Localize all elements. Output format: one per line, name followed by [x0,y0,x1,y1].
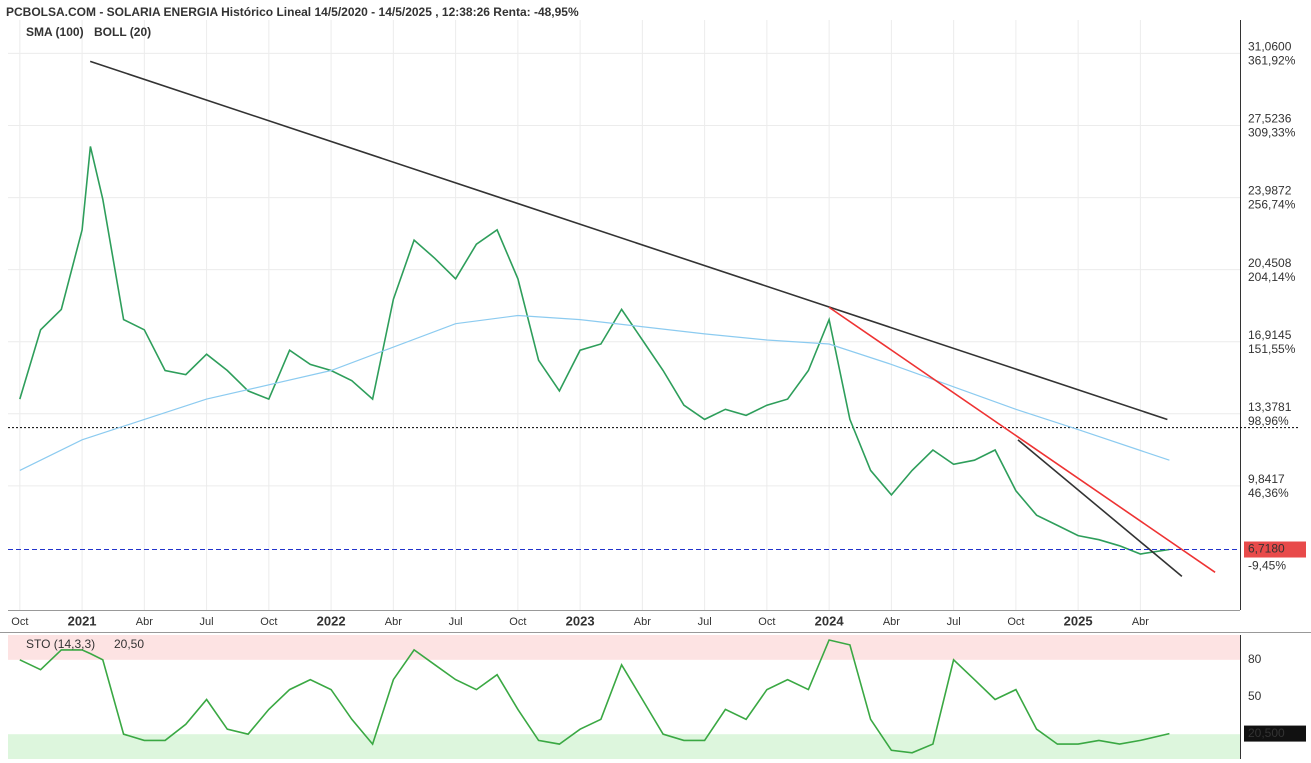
series-line [19,146,1170,555]
x-tick-label: 2024 [815,613,845,628]
chart-title: PCBOLSA.COM - SOLARIA ENERGIA Histórico … [6,5,579,19]
y-tick-label: 80 [1248,652,1262,666]
y-tick-percent: 46,36% [1248,486,1289,500]
x-axis [8,610,1240,611]
y-tick-percent: 98,96% [1248,414,1289,428]
indicator-value: 20,50 [114,637,144,651]
series-line [19,639,1170,754]
band [8,734,1240,759]
panel-divider [0,632,1311,633]
x-tick-label: 2022 [317,613,346,628]
x-tick-label: Oct [1007,616,1024,628]
trendline [1017,439,1183,577]
x-tick-label: 2021 [68,613,97,628]
y-tick-label: 20,4508 [1248,256,1292,270]
y-tick-percent: 361,92% [1248,54,1296,68]
x-tick-label: Abr [136,616,153,628]
x-tick-label: Oct [758,616,775,628]
x-tick-label: 2025 [1064,613,1093,628]
trendline [89,60,1168,421]
series-line [19,314,1170,471]
x-tick-label: Abr [634,616,651,628]
y-tick-label: 27,5236 [1248,112,1292,126]
x-tick-label: Jul [947,616,961,628]
x-tick-label: Abr [1132,616,1149,628]
y-tick-percent: 204,14% [1248,270,1296,284]
legend-entry: SMA (100) [26,25,84,39]
x-tick-label: Jul [449,616,463,628]
x-tick-label: Oct [260,616,277,628]
last-value-box [1244,541,1306,558]
last-change-label: -9,45% [1248,559,1286,573]
last-value-box [1244,725,1306,742]
y-tick-label: 9,8417 [1248,472,1285,486]
band [8,635,1240,660]
x-tick-label: Jul [200,616,214,628]
y-tick-label: 50 [1248,689,1262,703]
y-tick-percent: 309,33% [1248,126,1296,140]
y-tick-label: 13,3781 [1248,400,1292,414]
sto-axis [1240,635,1241,759]
y-tick-percent: 256,74% [1248,198,1296,212]
y-tick-label: 31,0600 [1248,40,1292,54]
x-tick-label: 2023 [566,613,595,628]
last-value-label: 6,7180 [1248,542,1285,556]
x-tick-label: Oct [11,616,28,628]
y-tick-label: 23,9872 [1248,184,1292,198]
indicator-title: STO (14,3,3) [26,637,95,651]
y-tick-label: 16,9145 [1248,328,1292,342]
x-tick-label: Jul [698,616,712,628]
trendline [828,306,1216,573]
x-tick-label: Abr [385,616,402,628]
price-axis [1240,20,1241,610]
x-tick-label: Abr [883,616,900,628]
y-tick-percent: 151,55% [1248,342,1296,356]
legend-entry: BOLL (20) [94,25,151,39]
last-value-label: 20,500 [1248,726,1285,740]
x-tick-label: Oct [509,616,526,628]
